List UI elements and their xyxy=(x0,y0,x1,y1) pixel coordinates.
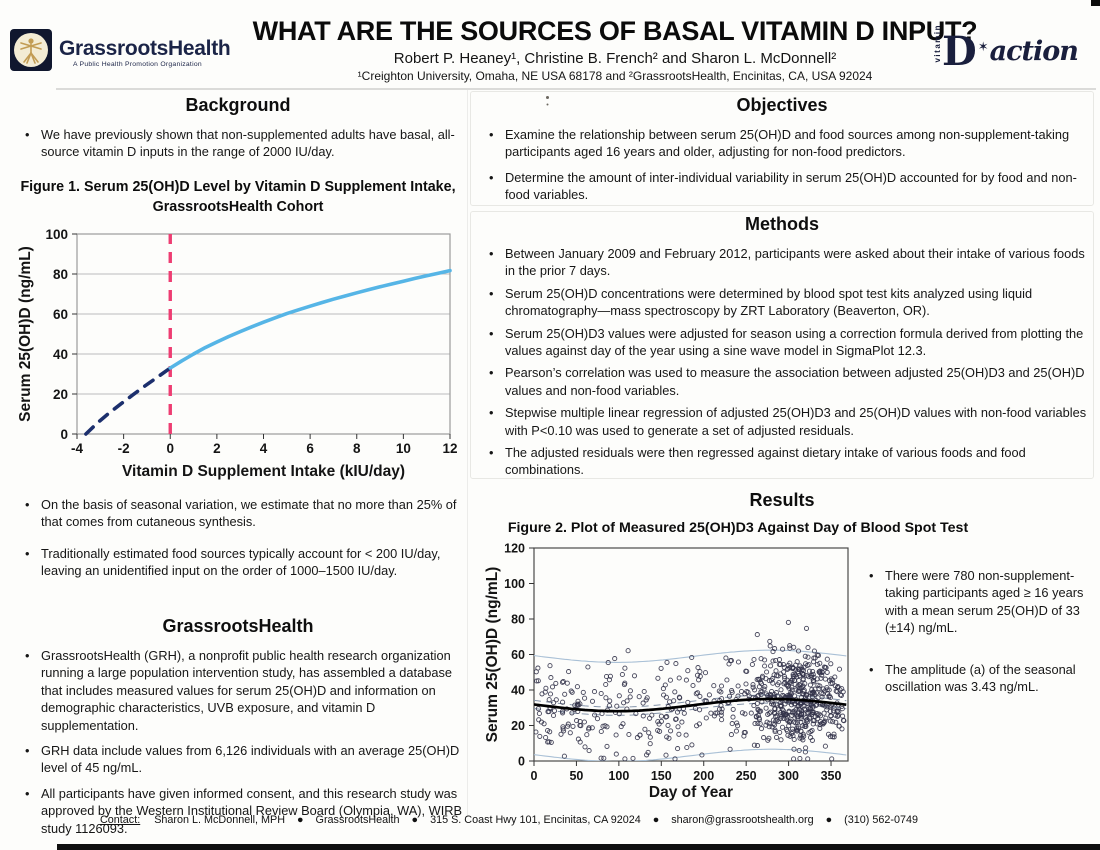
figure1-series-observed-cohort-curve xyxy=(168,268,452,370)
vitruvian-figure-svg xyxy=(20,38,42,64)
methods-heading: Methods xyxy=(745,214,819,234)
figure1-plot-frame xyxy=(76,233,451,435)
svg-text:0: 0 xyxy=(518,755,525,769)
bullet-item: Traditionally estimated food sources typ… xyxy=(20,545,462,580)
vitamin-vertical-text: vitamin xyxy=(933,24,942,63)
bullet-item: Examine the relationship between serum 2… xyxy=(484,126,1090,161)
logo-org-name: GrassrootsHealth xyxy=(59,37,231,60)
title-block: WHAT ARE THE SOURCES OF BASAL VITAMIN D … xyxy=(230,16,1000,83)
svg-text:100: 100 xyxy=(608,769,629,783)
svg-text:350: 350 xyxy=(821,769,842,783)
bullet-item: The amplitude (a) of the seasonal oscill… xyxy=(864,661,1094,696)
contact-label: Contact: xyxy=(100,814,141,826)
svg-text:100: 100 xyxy=(45,227,68,242)
svg-text:6: 6 xyxy=(306,441,314,456)
figure2-scatter-points xyxy=(534,619,847,761)
vitamin-d-action-logo: vitamin D ✶ action xyxy=(933,24,1079,75)
svg-text:20: 20 xyxy=(53,387,68,402)
svg-text:150: 150 xyxy=(651,769,672,783)
svg-text:250: 250 xyxy=(736,769,757,783)
svg-text:60: 60 xyxy=(511,648,525,662)
svg-text:80: 80 xyxy=(511,613,525,627)
figure2-plot-area xyxy=(534,619,847,761)
bullet-item: Pearson’s correlation was used to measur… xyxy=(484,364,1090,399)
results-bullets: There were 780 non-supplement-taking par… xyxy=(864,567,1094,719)
svg-text:0: 0 xyxy=(60,427,68,442)
scan-edge-bar xyxy=(57,844,1100,850)
figure2-chart: 0 50 100 150 200 250 300 350 0 20 40 60 80 100 120 Day … xyxy=(484,542,849,801)
header-divider xyxy=(56,88,1096,90)
grassrootshealth-bullets: GrassrootsHealth (GRH), a nonprofit publ… xyxy=(20,647,466,845)
vitruvian-figure-icon xyxy=(14,33,48,67)
bullet-item: The adjusted residuals were then regress… xyxy=(484,444,1090,479)
bullet-item: There were 780 non-supplement-taking par… xyxy=(864,567,1094,637)
svg-text:120: 120 xyxy=(504,542,525,556)
bullet-item: Stepwise multiple linear regression of a… xyxy=(484,404,1090,439)
column-divider xyxy=(467,90,468,816)
background-bullets: We have previously shown that non-supple… xyxy=(20,126,462,161)
scan-corner-artifact xyxy=(1091,0,1100,6)
svg-text:12: 12 xyxy=(442,441,457,456)
bullet-item: All participants have given informed con… xyxy=(20,785,466,837)
svg-text:4: 4 xyxy=(260,441,268,456)
d-action-word: action xyxy=(989,35,1079,67)
bullet-item: Determine the amount of inter-individual… xyxy=(484,169,1090,204)
poster-title: WHAT ARE THE SOURCES OF BASAL VITAMIN D … xyxy=(252,16,978,46)
bullet-item: On the basis of seasonal variation, we e… xyxy=(20,496,462,531)
svg-text:2: 2 xyxy=(213,441,221,456)
scan-smudge xyxy=(546,96,549,99)
figure1-chart: -4 -2 0 2 4 6 8 10 12 0 20 40 60 80 100 Vitamin D Suppl… xyxy=(17,227,458,480)
results-heading: Results xyxy=(749,490,815,510)
svg-text:100: 100 xyxy=(504,577,525,591)
svg-text:0: 0 xyxy=(166,441,174,456)
bullet-item: Serum 25(OH)D3 values were adjusted for … xyxy=(484,325,1090,360)
d-action-letter-d: D xyxy=(942,27,977,75)
bullet-item: We have previously shown that non-supple… xyxy=(20,126,462,161)
svg-text:80: 80 xyxy=(53,267,68,282)
objectives-bullets: Examine the relationship between serum 2… xyxy=(484,126,1090,212)
svg-text:60: 60 xyxy=(53,307,68,322)
bullet-item: Serum 25(OH)D concentrations were determ… xyxy=(484,285,1090,320)
svg-text:Vitamin D Supplement Intake (: Vitamin D Supplement Intake (kIU/day) xyxy=(122,463,405,480)
figure1-series-extrapolated-basal-input xyxy=(84,366,173,436)
background-extra-bullets: On the basis of seasonal variation, we e… xyxy=(20,496,462,594)
logo-tagline: A Public Health Promotion Organization xyxy=(73,61,202,69)
svg-text:40: 40 xyxy=(53,347,68,362)
svg-text:300: 300 xyxy=(778,769,799,783)
objectives-heading: Objectives xyxy=(736,95,828,115)
grassrootshealth-logo: GrassrootsHealth A Public Health Promoti… xyxy=(10,29,231,71)
svg-text:200: 200 xyxy=(693,769,714,783)
bullet-item: Between January 2009 and February 2012, … xyxy=(484,245,1090,280)
background-heading: Background xyxy=(185,95,291,115)
svg-text:Serum 25(OH)D (ng/mL): Serum 25(OH)D (ng/mL) xyxy=(17,246,34,422)
poster-affiliations: ¹Creighton University, Omaha, NE USA 681… xyxy=(357,69,873,83)
svg-text:Day of Year: Day of Year xyxy=(649,784,733,801)
contact-footer: Contact: Sharon L. McDonnell, MPH ● Grass… xyxy=(100,814,918,826)
objectives-box-border xyxy=(470,91,1094,206)
poster-authors: Robert P. Heaney¹, Christine B. French² … xyxy=(393,50,837,67)
svg-text:8: 8 xyxy=(353,441,361,456)
grassrootshealth-logo-icon xyxy=(10,29,52,71)
contact-text: Sharon L. McDonnell, MPH ● GrassrootsHea… xyxy=(154,814,919,826)
svg-text:50: 50 xyxy=(569,769,583,783)
grassrootshealth-heading: GrassrootsHealth xyxy=(162,616,314,636)
methods-bullets: Between January 2009 and February 2012, … xyxy=(484,245,1090,484)
figure2-seasonal-fit-curve xyxy=(534,697,847,713)
svg-text:-2: -2 xyxy=(118,441,130,456)
svg-text:40: 40 xyxy=(511,684,525,698)
figure1-title: Figure 1. Serum 25(OH)D Level by Vitamin… xyxy=(20,179,456,216)
bullet-item: GrassrootsHealth (GRH), a nonprofit publ… xyxy=(20,647,466,734)
svg-text:-4: -4 xyxy=(71,441,83,456)
svg-text:Serum 25(OH)D (ng/mL): Serum 25(OH)D (ng/mL) xyxy=(484,567,501,743)
figure2-title: Figure 2. Plot of Measured 25(OH)D3 Agai… xyxy=(507,520,969,536)
svg-text:20: 20 xyxy=(511,719,525,733)
svg-text:0: 0 xyxy=(531,769,538,783)
star-icon: ✶ xyxy=(977,38,989,54)
svg-text:10: 10 xyxy=(396,441,411,456)
bullet-item: GRH data include values from 6,126 indiv… xyxy=(20,742,466,777)
